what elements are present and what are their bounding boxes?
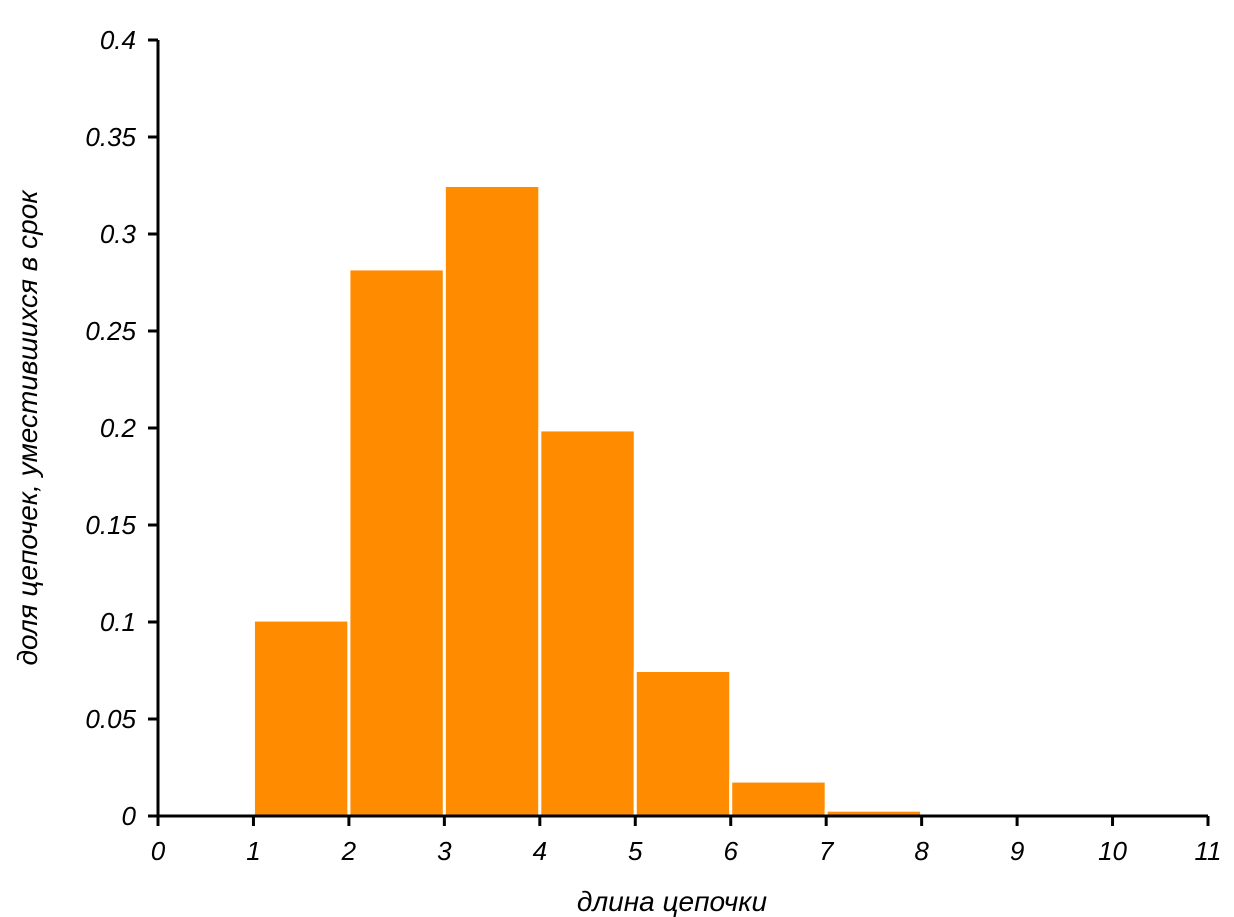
x-tick-label: 4: [533, 836, 547, 866]
x-tick-label: 3: [437, 836, 452, 866]
bar-bin-6-7: [729, 779, 828, 818]
x-axis: 0 1 2 3 4 5 6 7 8 9 10 11: [151, 814, 1222, 866]
y-axis: 0 0.05 0.1 0.15 0.2 0.25 0.3 0.35 0.4: [85, 25, 160, 831]
x-tick-label: 1: [246, 836, 260, 866]
x-tick-label: 7: [819, 836, 835, 866]
y-tick-label: 0.05: [85, 704, 136, 734]
x-tick-label: 8: [914, 836, 929, 866]
y-tick-label: 0.1: [100, 607, 136, 637]
bar-bin-2-3: [347, 267, 446, 818]
y-axis-title: доля цепочек, уместившихся в срок: [12, 189, 43, 666]
x-tick-label: 9: [1010, 836, 1024, 866]
y-tick-label: 0.3: [100, 219, 137, 249]
y-tick-label: 0: [122, 801, 137, 831]
bar-bin-3-4: [442, 184, 542, 818]
y-tick-label: 0.4: [100, 25, 136, 55]
y-tick-label: 0.35: [85, 122, 136, 152]
bar-bin-5-6: [633, 669, 733, 818]
bars-group: [251, 184, 1019, 818]
x-tick-label: 2: [341, 836, 357, 866]
bar-bin-4-5: [538, 428, 637, 818]
y-tick-label: 0.25: [85, 316, 136, 346]
x-tick-label: 11: [1195, 836, 1222, 866]
x-tick-label: 10: [1098, 836, 1127, 866]
bar-bin-1-2: [251, 618, 351, 818]
x-axis-title: длина цепочки: [577, 886, 768, 917]
y-tick-label: 0.15: [85, 510, 136, 540]
y-tick-label: 0.2: [100, 413, 137, 443]
x-tick-label: 6: [723, 836, 738, 866]
x-tick-label: 0: [151, 836, 166, 866]
x-tick-label: 5: [628, 836, 643, 866]
